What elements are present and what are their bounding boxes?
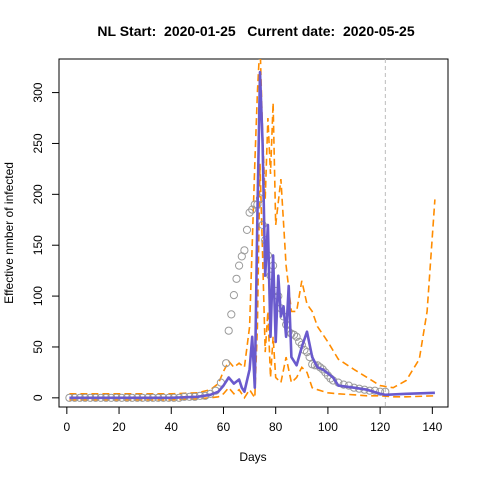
observed-point xyxy=(227,310,236,319)
series-estimate xyxy=(69,70,435,400)
x-axis-label: Days xyxy=(239,450,266,464)
observed-point xyxy=(242,225,252,234)
y-tick-label: 0 xyxy=(31,394,45,401)
chart-title: NL Start: 2020-01-25 Current date: 2020-… xyxy=(97,23,414,39)
observed-point xyxy=(313,361,322,370)
x-tick-label: 60 xyxy=(217,420,231,434)
observed-point xyxy=(232,274,241,283)
series-band-upper xyxy=(69,59,436,395)
x-axis: 0 20 40 60 80 100 120 140 xyxy=(63,407,443,434)
y-tick-label: 300 xyxy=(31,82,45,102)
x-tick-label: 40 xyxy=(165,420,179,434)
series-band-lower xyxy=(69,163,435,401)
observed-point xyxy=(245,208,254,217)
x-tick-label: 120 xyxy=(370,420,390,434)
x-tick-label: 80 xyxy=(269,420,283,434)
observed-point xyxy=(229,291,238,300)
y-tick-label: 250 xyxy=(31,133,45,153)
observed-point xyxy=(224,326,233,335)
x-tick-label: 20 xyxy=(112,420,126,434)
y-tick-label: 100 xyxy=(31,286,45,306)
y-axis: 0 50 100 150 200 250 300 xyxy=(31,82,59,401)
observed-point xyxy=(318,365,327,374)
observed-point xyxy=(235,261,244,270)
y-tick-label: 50 xyxy=(31,340,45,354)
plot-area xyxy=(65,59,436,407)
y-tick-label: 150 xyxy=(31,235,45,255)
y-axis-label: Effective nmber of infected xyxy=(2,162,16,304)
observed-point xyxy=(292,332,301,341)
x-tick-label: 0 xyxy=(63,420,70,434)
x-tick-label: 100 xyxy=(318,420,338,434)
observed-point xyxy=(222,359,231,368)
observed-point xyxy=(240,246,249,255)
plot-frame xyxy=(58,58,449,408)
y-tick-label: 200 xyxy=(31,184,45,204)
observed-point xyxy=(248,205,257,214)
observed-point xyxy=(258,220,267,229)
x-tick-label: 140 xyxy=(422,420,442,434)
